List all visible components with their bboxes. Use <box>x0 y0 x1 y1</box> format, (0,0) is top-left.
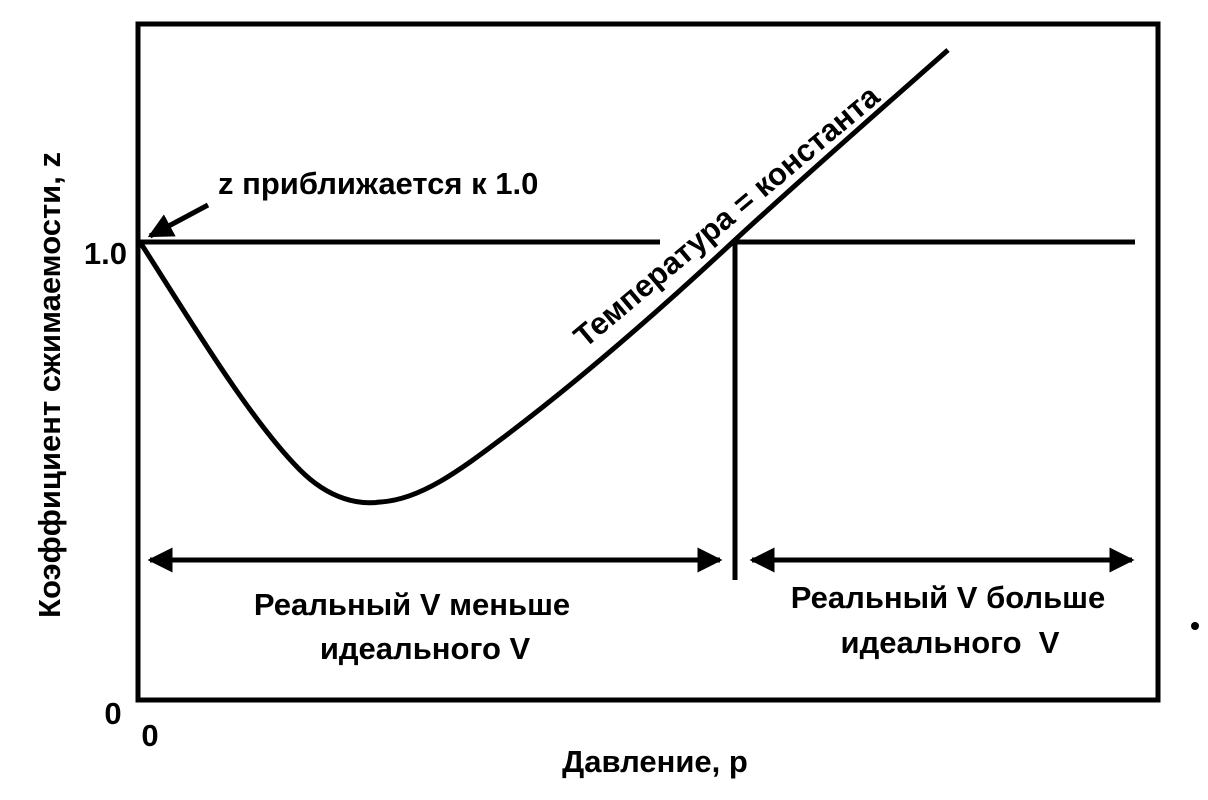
curve-label: Температура = константа <box>567 78 887 354</box>
annotation-arrow <box>147 202 210 239</box>
y-tick-label: 0 <box>104 696 121 731</box>
z-curve <box>137 48 950 506</box>
x-axis-label: Давление, р <box>562 744 748 779</box>
x-tick-label: 0 <box>141 718 158 753</box>
y-tick-label: 1.0 <box>84 236 127 271</box>
plot-frame <box>135 21 1161 703</box>
region-label: идеального V <box>841 625 1060 660</box>
region-label: идеального V <box>320 631 531 666</box>
region-label: Реальный V меньше <box>254 587 570 622</box>
region-label: Реальный V больше <box>791 580 1105 615</box>
dot <box>1191 622 1199 630</box>
y-axis-label: Коэффициент сжимаемости, z <box>32 152 67 618</box>
annotation: z приближается к 1.0 <box>218 166 538 201</box>
